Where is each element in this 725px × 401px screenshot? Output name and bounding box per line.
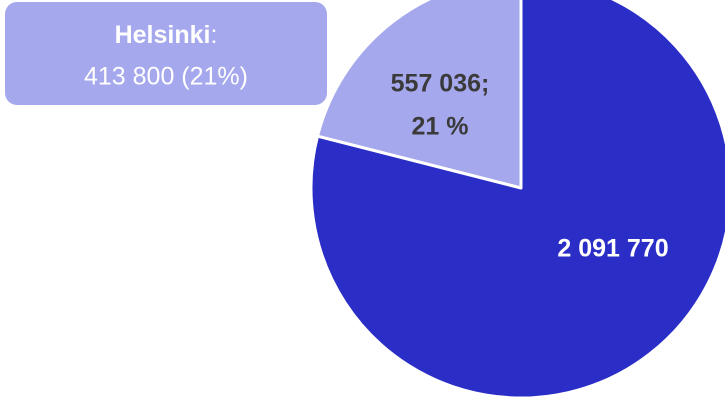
- callout-title-line: Helsinki:: [115, 21, 218, 49]
- callout-box: [5, 2, 327, 105]
- pie-slice: [309, 0, 725, 400]
- pie: [309, 0, 725, 400]
- pie-slice: [316, 0, 523, 190]
- callout-separator: :: [210, 21, 217, 49]
- data-label: 21 %: [412, 113, 469, 141]
- callout-text: 413 800 (21%): [84, 63, 248, 91]
- data-label: 2 091 770: [557, 235, 668, 263]
- data-label: 557 036;: [391, 70, 490, 98]
- callout-title: Helsinki: [115, 21, 211, 49]
